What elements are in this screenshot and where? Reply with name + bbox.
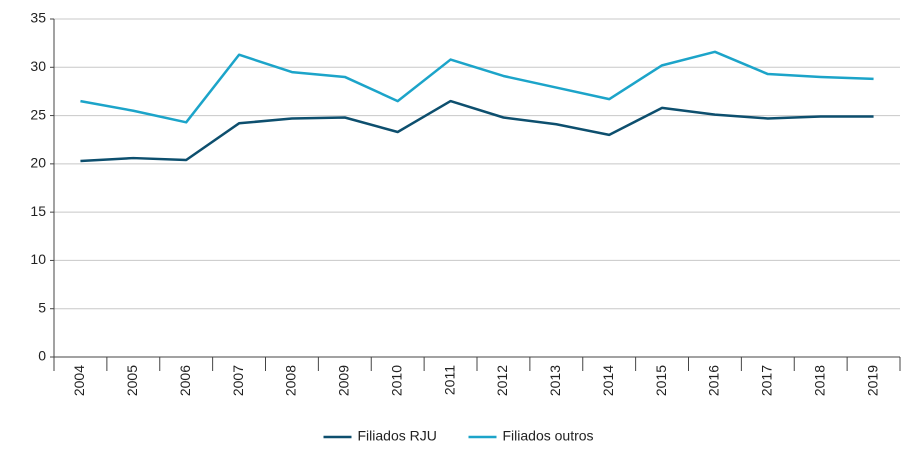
y-tick-label: 0	[38, 348, 46, 364]
x-tick-label: 2014	[600, 365, 616, 396]
y-tick-label: 30	[30, 58, 46, 74]
y-tick-label: 25	[30, 106, 46, 122]
y-tick-label: 15	[30, 203, 46, 219]
legend-label: Filiados outros	[503, 428, 594, 444]
x-tick-label: 2009	[336, 365, 352, 396]
y-tick-label: 20	[30, 155, 46, 171]
x-tick-label: 2008	[283, 365, 299, 396]
x-tick-label: 2018	[811, 365, 827, 396]
x-tick-label: 2012	[494, 365, 510, 396]
x-tick-label: 2010	[388, 365, 404, 396]
series-line	[80, 99, 874, 163]
legend-label: Filiados RJU	[358, 428, 437, 444]
y-tick-label: 5	[38, 299, 46, 315]
x-tick-label: 2019	[864, 365, 880, 396]
x-tick-label: 2011	[441, 365, 457, 395]
x-tick-label: 2004	[71, 365, 87, 396]
x-tick-label: 2015	[653, 365, 669, 396]
x-tick-label: 2006	[177, 365, 193, 396]
x-tick-label: 2013	[547, 365, 563, 396]
x-tick-label: 2005	[124, 365, 140, 396]
x-tick-label: 2017	[759, 365, 775, 396]
y-tick-label: 35	[30, 10, 46, 26]
y-tick-label: 10	[30, 251, 46, 267]
x-tick-label: 2016	[706, 365, 722, 396]
x-tick-label: 2007	[230, 365, 246, 396]
series-line	[80, 50, 874, 124]
